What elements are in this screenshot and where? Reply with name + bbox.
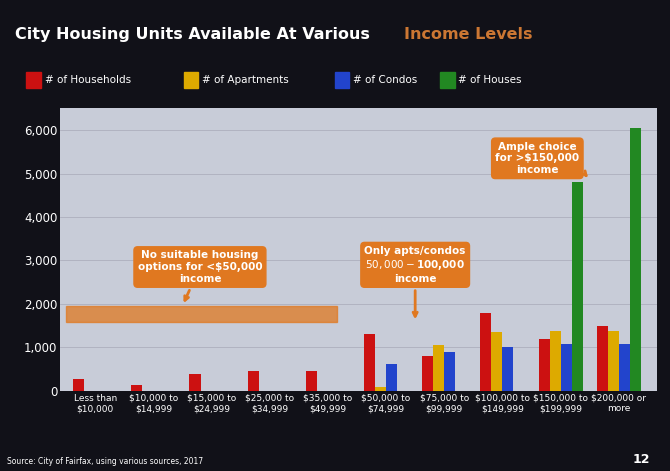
Bar — [539, 339, 549, 391]
Bar — [66, 306, 336, 322]
Bar — [131, 385, 142, 391]
Bar — [433, 345, 444, 391]
Bar — [364, 334, 375, 391]
Bar — [619, 344, 630, 391]
Text: Income Levels: Income Levels — [404, 26, 533, 41]
Bar — [335, 72, 350, 89]
Bar — [630, 128, 641, 391]
Bar — [444, 352, 456, 391]
Text: No suitable housing
options for <$50,000
income: No suitable housing options for <$50,000… — [137, 251, 262, 300]
Bar — [422, 356, 433, 391]
Bar — [440, 72, 454, 89]
Bar — [184, 72, 198, 89]
Bar — [597, 326, 608, 391]
Text: # of Households: # of Households — [45, 75, 131, 85]
Bar — [306, 371, 317, 391]
Text: Source: City of Fairfax, using various sources, 2017: Source: City of Fairfax, using various s… — [7, 457, 203, 466]
Bar — [480, 313, 491, 391]
Bar — [502, 347, 513, 391]
Text: # of Condos: # of Condos — [353, 75, 417, 85]
Text: City Housing Units Available At Various: City Housing Units Available At Various — [15, 26, 375, 41]
Bar — [73, 379, 84, 391]
Bar — [561, 344, 572, 391]
Bar — [572, 182, 583, 391]
Text: 12: 12 — [632, 453, 650, 466]
Text: # of Apartments: # of Apartments — [202, 75, 289, 85]
Bar — [608, 331, 619, 391]
Bar — [375, 388, 386, 391]
Bar — [386, 364, 397, 391]
Bar — [491, 332, 502, 391]
Bar — [549, 331, 561, 391]
Text: # of Houses: # of Houses — [458, 75, 522, 85]
Text: Only apts/condos
$50,000 - $100,000
income: Only apts/condos $50,000 - $100,000 inco… — [364, 246, 466, 317]
Bar — [190, 374, 200, 391]
Text: Ample choice
for >$150,000
income: Ample choice for >$150,000 income — [495, 142, 586, 176]
Bar — [248, 371, 259, 391]
Bar — [26, 72, 41, 89]
